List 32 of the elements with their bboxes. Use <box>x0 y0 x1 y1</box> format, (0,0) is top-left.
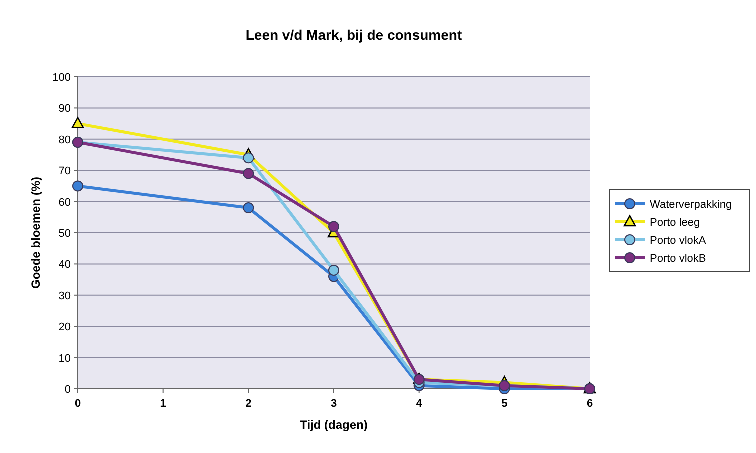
y-tick-label: 40 <box>58 259 71 272</box>
chart-title: Leen v/d Mark, bij de consument <box>246 27 462 43</box>
y-tick-label: 0 <box>64 384 71 396</box>
x-axis-title: Tijd (dagen) <box>300 418 368 432</box>
y-tick-label: 30 <box>58 290 71 302</box>
point <box>243 202 254 214</box>
y-tick-label: 50 <box>58 228 71 240</box>
x-tick-label: 5 <box>502 398 508 410</box>
point <box>243 152 254 164</box>
y-tick-label: 10 <box>58 352 71 365</box>
x-tick-label: 2 <box>246 398 252 410</box>
point <box>243 168 254 180</box>
y-tick-label: 90 <box>58 103 71 116</box>
legend-label: Porto vlokB <box>650 253 706 265</box>
point <box>72 117 84 128</box>
y-tick-label: 20 <box>58 322 71 334</box>
point <box>328 221 340 232</box>
legend-label: Waterverpakking <box>650 199 732 211</box>
legend-label: Porto vlokA <box>650 235 707 247</box>
x-tick-label: 4 <box>416 398 424 410</box>
legend-label: Porto leeg <box>650 217 700 229</box>
point <box>72 180 84 192</box>
x-tick-label: 6 <box>586 398 594 410</box>
y-tick-label: 100 <box>52 72 71 84</box>
x-tick-label: 0 <box>74 398 82 410</box>
x-tick-label: 3 <box>330 398 338 410</box>
y-axis-title: Goede bloemen (%) <box>29 176 43 290</box>
y-tick-label: 60 <box>58 196 71 209</box>
point <box>328 264 340 276</box>
y-tick-label: 70 <box>58 166 71 178</box>
x-tick-label: 1 <box>160 398 166 410</box>
y-tick-label: 80 <box>58 134 71 146</box>
